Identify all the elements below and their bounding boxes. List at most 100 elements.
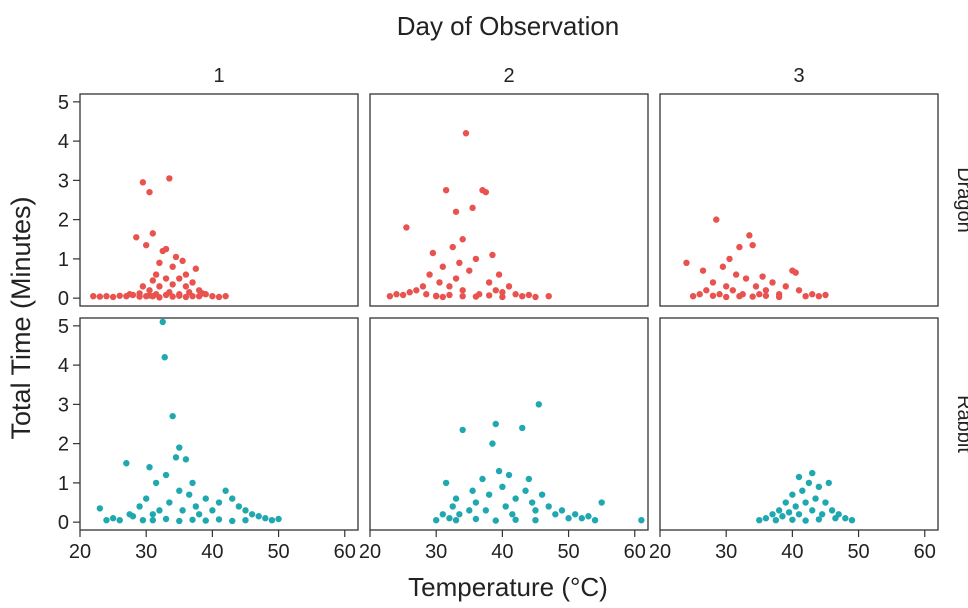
data-point-dragon	[683, 259, 690, 267]
data-point-rabbit	[166, 499, 173, 506]
data-point-dragon	[146, 287, 153, 294]
data-point-rabbit	[591, 516, 599, 524]
data-point-rabbit	[505, 471, 513, 479]
data-point-rabbit	[535, 401, 542, 408]
data-point-dragon	[166, 175, 173, 182]
data-point-rabbit	[756, 516, 763, 524]
x-tick-label: 20	[359, 541, 381, 563]
y-tick-label: 3	[58, 170, 69, 192]
data-point-rabbit	[103, 516, 110, 524]
x-tick-label: 20	[649, 541, 671, 563]
data-point-dragon	[386, 292, 394, 300]
data-point-dragon	[136, 293, 143, 300]
data-point-dragon	[703, 287, 710, 294]
data-point-rabbit	[772, 516, 780, 524]
data-point-dragon	[149, 230, 157, 237]
data-point-rabbit	[149, 511, 157, 518]
data-point-dragon	[152, 271, 160, 278]
data-point-dragon	[466, 267, 473, 274]
data-point-rabbit	[795, 511, 803, 518]
x-tick-label: 50	[847, 541, 869, 563]
data-point-rabbit	[116, 516, 123, 524]
data-point-dragon	[215, 293, 223, 301]
data-point-rabbit	[499, 483, 506, 491]
data-point-dragon	[519, 292, 526, 300]
data-point-dragon	[732, 271, 740, 278]
y-tick-label: 0	[58, 288, 69, 310]
data-point-rabbit	[242, 516, 249, 524]
data-point-dragon	[545, 292, 552, 300]
data-point-dragon	[792, 269, 799, 276]
y-tick-label: 3	[58, 394, 69, 416]
data-point-rabbit	[762, 515, 770, 522]
data-point-rabbit	[472, 515, 480, 523]
data-point-dragon	[393, 291, 400, 298]
data-point-dragon	[469, 204, 476, 212]
data-point-rabbit	[825, 479, 832, 487]
data-point-rabbit	[545, 503, 552, 510]
data-point-rabbit	[779, 513, 786, 520]
data-point-dragon	[769, 279, 776, 286]
data-point-rabbit	[136, 503, 143, 510]
data-point-dragon	[146, 188, 153, 196]
data-point-rabbit	[565, 515, 572, 522]
data-point-rabbit	[815, 516, 823, 523]
data-point-rabbit	[482, 507, 490, 514]
panel-frame-rabbit-day-2	[369, 317, 649, 531]
data-point-dragon	[176, 292, 183, 299]
data-point-rabbit	[532, 516, 539, 524]
data-point-rabbit	[789, 491, 796, 498]
y-tick-label: 4	[58, 131, 69, 153]
data-point-rabbit	[139, 516, 147, 524]
data-point-rabbit	[176, 487, 183, 494]
data-point-rabbit	[842, 515, 849, 522]
data-point-dragon	[182, 271, 190, 278]
data-point-dragon	[149, 277, 157, 284]
data-point-dragon	[403, 224, 410, 231]
data-point-rabbit	[782, 499, 789, 506]
data-point-dragon	[822, 291, 829, 299]
data-point-rabbit	[802, 499, 809, 506]
data-point-dragon	[736, 243, 743, 251]
data-point-dragon	[449, 243, 456, 251]
data-point-rabbit	[146, 463, 153, 471]
data-point-dragon	[192, 265, 200, 272]
data-point-dragon	[726, 255, 733, 263]
data-point-rabbit	[528, 499, 536, 506]
data-point-dragon	[116, 292, 123, 299]
x-tick-label: 60	[334, 541, 356, 563]
data-point-rabbit	[809, 469, 816, 477]
y-tick-label: 5	[58, 316, 69, 338]
x-tick-label: 30	[135, 541, 157, 563]
data-point-rabbit	[456, 511, 463, 518]
data-point-rabbit	[262, 515, 269, 522]
data-point-rabbit	[176, 517, 183, 525]
data-point-rabbit	[189, 516, 196, 523]
data-point-rabbit	[452, 516, 460, 524]
data-point-dragon	[752, 283, 760, 290]
data-point-dragon	[133, 234, 140, 241]
data-point-dragon	[532, 293, 539, 301]
y-tick-label: 2	[58, 434, 69, 456]
data-point-rabbit	[522, 487, 529, 494]
data-point-dragon	[182, 293, 190, 301]
data-point-rabbit	[812, 495, 819, 502]
data-point-rabbit	[822, 499, 829, 506]
data-point-rabbit	[182, 456, 190, 463]
data-point-rabbit	[96, 505, 104, 512]
x-tick-label: 40	[491, 541, 513, 563]
panel-frame-dragon-day-3	[659, 93, 939, 307]
data-point-dragon	[446, 283, 453, 290]
data-point-dragon	[90, 292, 97, 300]
data-point-rabbit	[142, 495, 150, 502]
data-point-dragon	[162, 245, 170, 253]
data-point-dragon	[139, 179, 147, 186]
facet-row-label: Dragon	[953, 167, 968, 233]
data-point-dragon	[742, 275, 750, 282]
x-tick-label: 40	[201, 541, 223, 563]
data-point-rabbit	[769, 511, 776, 518]
data-point-rabbit	[799, 487, 806, 494]
data-point-rabbit	[485, 491, 493, 498]
data-point-dragon	[713, 216, 720, 223]
